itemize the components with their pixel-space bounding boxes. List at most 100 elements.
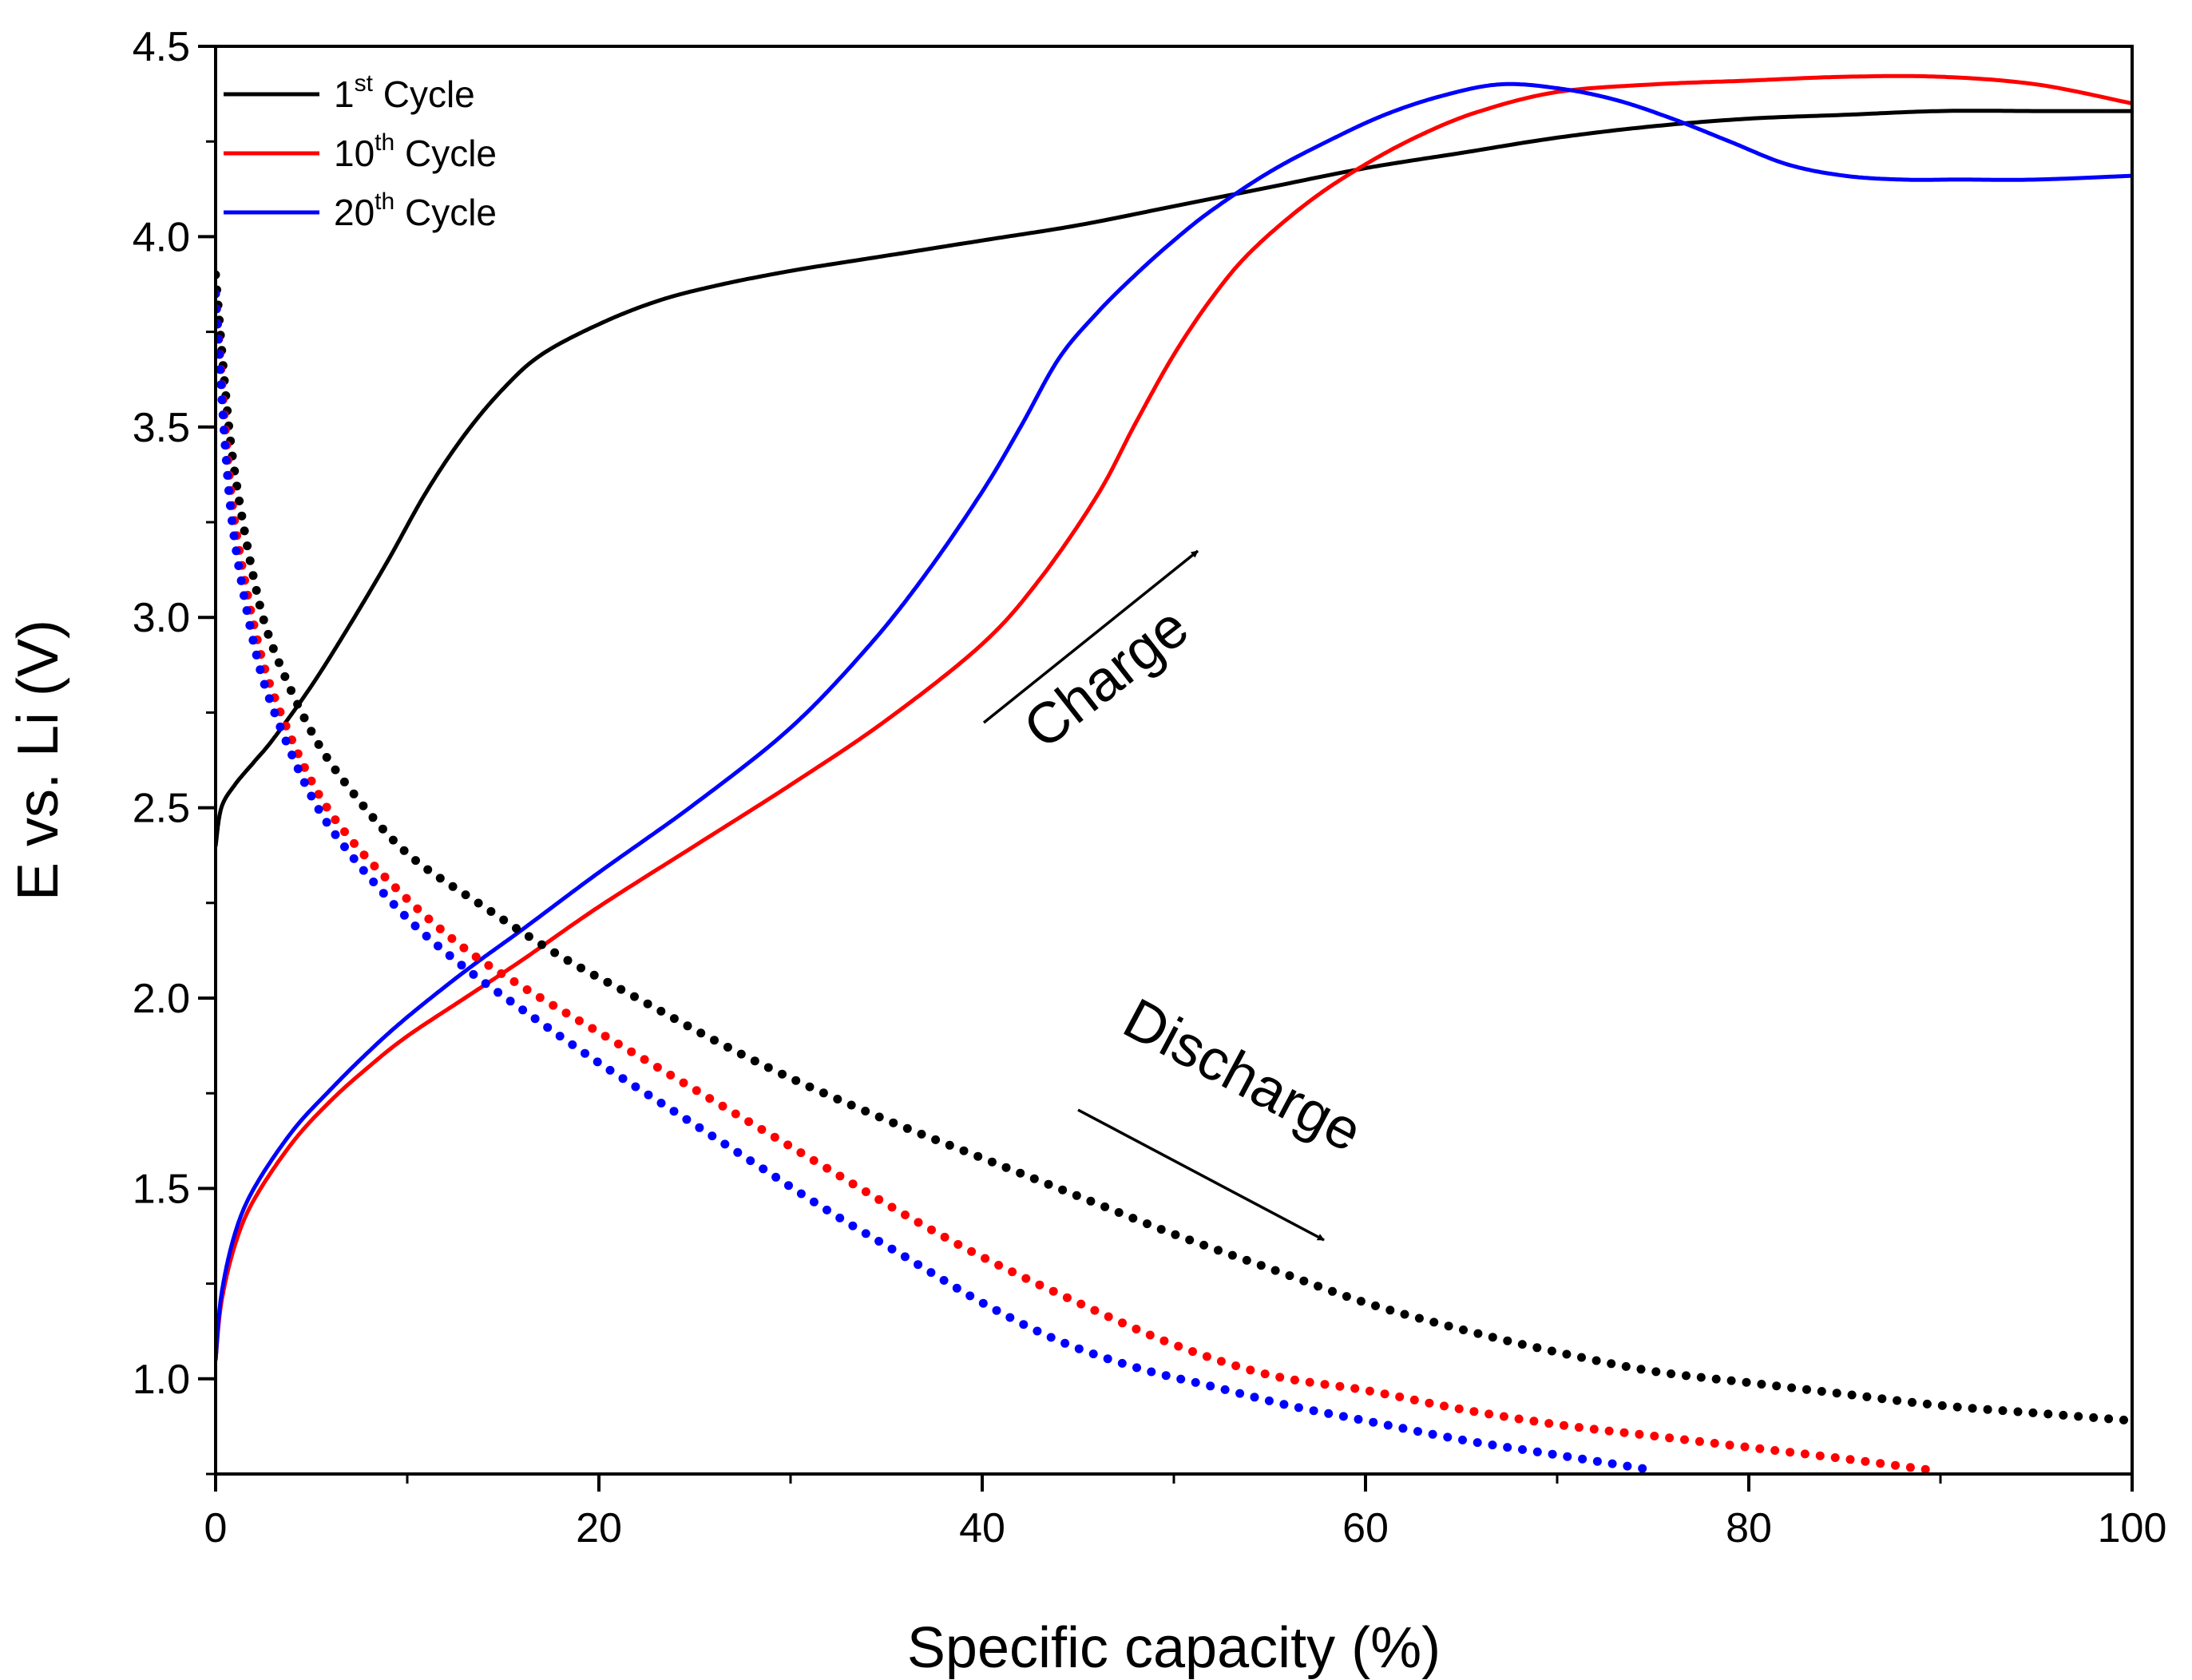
data-point (1443, 1432, 1453, 1442)
series-line-1 (216, 73, 2132, 1362)
data-point (1862, 1392, 1872, 1401)
data-point (987, 1157, 997, 1167)
data-point (1428, 1429, 1437, 1439)
data-point (224, 485, 233, 495)
data-point (759, 1164, 768, 1174)
legend-label: 20th Cycle (334, 188, 497, 233)
data-point (1563, 1452, 1572, 1461)
data-point (229, 531, 239, 541)
data-point (216, 380, 226, 390)
y-tick-label: 4.5 (133, 24, 190, 70)
data-point (1076, 1299, 1086, 1309)
data-point (1469, 1407, 1479, 1417)
data-point (307, 727, 316, 736)
data-point (2089, 1413, 2099, 1422)
data-point (359, 866, 368, 875)
data-point (733, 1147, 743, 1157)
data-point (252, 585, 261, 595)
data-point (1242, 1255, 1251, 1265)
data-point (331, 830, 340, 839)
data-point (2104, 1414, 2114, 1424)
data-point (543, 1023, 553, 1032)
data-point (255, 600, 264, 610)
data-point (563, 956, 573, 965)
data-point (1665, 1433, 1675, 1443)
data-point (1518, 1444, 1527, 1454)
data-point (1425, 1398, 1434, 1408)
data-point (1398, 1424, 1408, 1433)
data-point (973, 1151, 983, 1161)
data-point (1285, 1271, 1294, 1281)
data-point (887, 1244, 897, 1254)
data-point (1800, 1449, 1809, 1459)
series-line-2 (216, 81, 2132, 1362)
data-point (509, 977, 519, 986)
data-point (874, 1237, 884, 1246)
data-point (1305, 1377, 1314, 1387)
data-point (236, 576, 246, 585)
data-point (1651, 1367, 1661, 1377)
data-point (221, 456, 231, 465)
data-point (1314, 1282, 1323, 1291)
data-point (322, 753, 331, 762)
x-tick-label: 60 (1342, 1505, 1389, 1551)
data-point (861, 1107, 870, 1115)
data-point (1216, 1357, 1226, 1366)
data-point (1635, 1429, 1644, 1439)
data-point (339, 777, 349, 787)
data-point (593, 1057, 602, 1067)
data-point (784, 1181, 793, 1191)
data-point (1191, 1377, 1200, 1387)
data-point (819, 1088, 828, 1098)
data-point (497, 969, 506, 978)
data-point (370, 862, 379, 871)
data-point (1074, 1344, 1084, 1353)
data-point (1488, 1333, 1497, 1342)
data-point (1770, 1446, 1780, 1455)
data-point (299, 713, 309, 723)
y-tick-label: 3.0 (133, 595, 190, 641)
data-point (577, 963, 585, 973)
data-point (1354, 1415, 1363, 1424)
data-point (445, 951, 454, 961)
data-point (959, 1146, 969, 1155)
data-point (1350, 1384, 1360, 1393)
data-point (240, 526, 249, 536)
y-tick-label: 2.5 (133, 786, 190, 832)
data-point (2119, 1415, 2128, 1424)
data-point (1185, 1235, 1195, 1245)
data-point (589, 970, 599, 980)
data-point (350, 838, 359, 848)
y-tick-label: 3.5 (133, 405, 190, 451)
data-point (1592, 1456, 1602, 1466)
data-point (679, 1078, 688, 1088)
data-point (555, 1032, 565, 1041)
data-point (965, 1291, 975, 1301)
data-point (710, 1036, 719, 1045)
data-point (322, 818, 331, 827)
data-point (399, 846, 409, 855)
data-point (616, 985, 626, 994)
data-point (1005, 1313, 1015, 1322)
data-point (705, 1094, 715, 1103)
data-point (1383, 1420, 1393, 1430)
data-point (835, 1213, 845, 1222)
data-point (848, 1221, 858, 1230)
data-point (1174, 1341, 1183, 1351)
data-point (1682, 1371, 1691, 1381)
data-point (605, 1065, 615, 1075)
data-point (682, 1115, 692, 1124)
x-tick-label: 100 (2098, 1505, 2167, 1551)
data-point (281, 736, 291, 746)
y-tick-label: 4.0 (133, 214, 190, 260)
data-point (459, 943, 469, 953)
data-point (422, 931, 431, 941)
data-point (486, 907, 496, 916)
data-point (1147, 1367, 1156, 1377)
data-point (1740, 1442, 1750, 1452)
data-point (245, 620, 255, 630)
data-point (234, 561, 244, 570)
data-point (1118, 1318, 1127, 1328)
data-point (379, 889, 388, 898)
data-point (359, 850, 369, 860)
